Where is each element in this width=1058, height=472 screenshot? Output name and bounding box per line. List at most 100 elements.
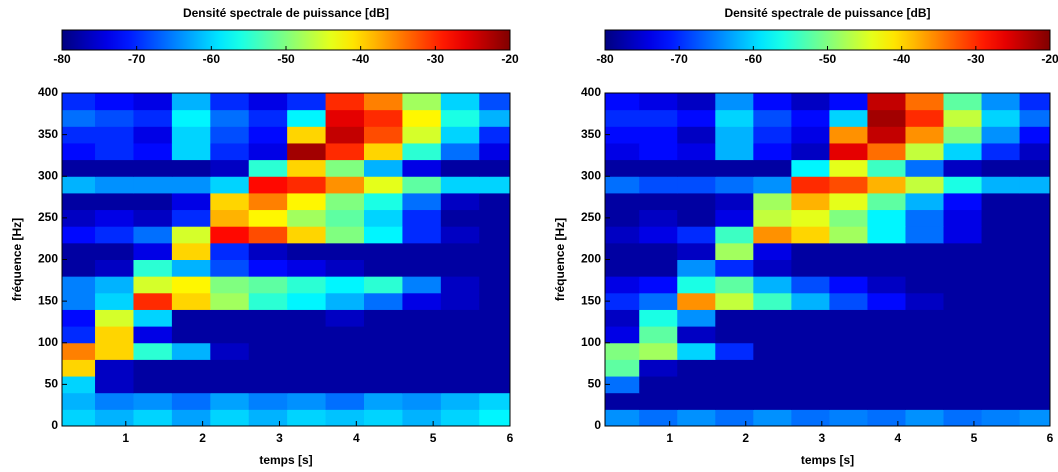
cell — [95, 326, 134, 344]
cell — [943, 226, 983, 244]
x-tick-label: 4 — [353, 431, 360, 445]
cell — [605, 159, 640, 177]
cell — [287, 242, 327, 260]
cell — [62, 276, 96, 294]
cell — [95, 142, 134, 161]
cell — [287, 392, 327, 410]
cell — [981, 276, 1021, 294]
cell — [1019, 359, 1050, 377]
cell — [715, 359, 754, 377]
y-tick-label: 350 — [581, 127, 601, 141]
cell — [440, 209, 480, 227]
cell — [867, 376, 906, 394]
cell — [62, 342, 96, 360]
cell — [95, 242, 134, 260]
cell — [363, 392, 403, 410]
y-tick-label: 150 — [581, 293, 601, 307]
cell — [677, 409, 716, 426]
cell — [62, 176, 96, 194]
cell — [753, 359, 792, 377]
cell — [325, 259, 365, 277]
cell — [605, 359, 640, 377]
cell — [791, 142, 830, 161]
cell — [981, 176, 1021, 194]
cell — [325, 309, 365, 327]
cell — [677, 159, 716, 177]
cell — [677, 226, 716, 244]
cell — [325, 326, 365, 344]
cell — [95, 226, 134, 244]
cell — [753, 109, 792, 127]
cell — [981, 109, 1021, 127]
cell — [287, 93, 327, 111]
cell — [905, 209, 945, 227]
cell — [210, 376, 250, 394]
cell — [753, 93, 792, 111]
cell — [440, 259, 480, 277]
cell — [943, 259, 983, 277]
y-axis-label: fréquence [Hz] — [553, 218, 567, 301]
cell — [171, 392, 211, 410]
cell — [363, 226, 403, 244]
cell — [639, 109, 678, 127]
cell — [677, 309, 716, 327]
cell — [753, 209, 792, 227]
cell — [715, 192, 754, 211]
cell — [440, 126, 480, 144]
cell — [905, 226, 945, 244]
cell — [753, 276, 792, 294]
cell — [171, 376, 211, 394]
cell — [867, 159, 906, 177]
cell — [677, 326, 716, 344]
cell — [402, 226, 442, 244]
y-tick-label: 250 — [38, 210, 58, 224]
cell — [210, 126, 250, 144]
y-tick-label: 400 — [581, 85, 601, 99]
cell — [62, 309, 96, 327]
cell — [639, 326, 678, 344]
cell — [402, 126, 442, 144]
cell — [905, 109, 945, 127]
cell — [325, 359, 365, 377]
cell — [981, 242, 1021, 260]
cell — [95, 259, 134, 277]
cell — [677, 93, 716, 111]
cell — [981, 359, 1021, 377]
cell — [248, 142, 288, 161]
cell — [829, 192, 868, 211]
cell — [363, 242, 403, 260]
cell — [791, 342, 830, 360]
cell — [905, 326, 945, 344]
cell — [829, 309, 868, 327]
cell — [402, 359, 442, 377]
cell — [440, 142, 480, 161]
cell — [287, 109, 327, 127]
cell — [325, 159, 365, 177]
cell — [325, 376, 365, 394]
cell — [440, 309, 480, 327]
x-tick-label: 5 — [430, 431, 437, 445]
cell — [248, 359, 288, 377]
cell — [210, 342, 250, 360]
cell — [943, 126, 983, 144]
cell — [715, 309, 754, 327]
cell — [402, 109, 442, 127]
cell — [287, 126, 327, 144]
colorbar-tick-label: -20 — [1041, 52, 1058, 66]
cell — [95, 376, 134, 394]
cell — [210, 142, 250, 161]
cell — [981, 259, 1021, 277]
cell — [943, 93, 983, 111]
cell — [287, 376, 327, 394]
cell — [639, 209, 678, 227]
cell — [95, 409, 134, 426]
cell — [829, 226, 868, 244]
cell — [639, 192, 678, 211]
cell — [605, 392, 640, 410]
x-tick-label: 2 — [199, 431, 206, 445]
cell — [287, 226, 327, 244]
cell — [402, 159, 442, 177]
cell — [95, 359, 134, 377]
cell — [133, 342, 173, 360]
